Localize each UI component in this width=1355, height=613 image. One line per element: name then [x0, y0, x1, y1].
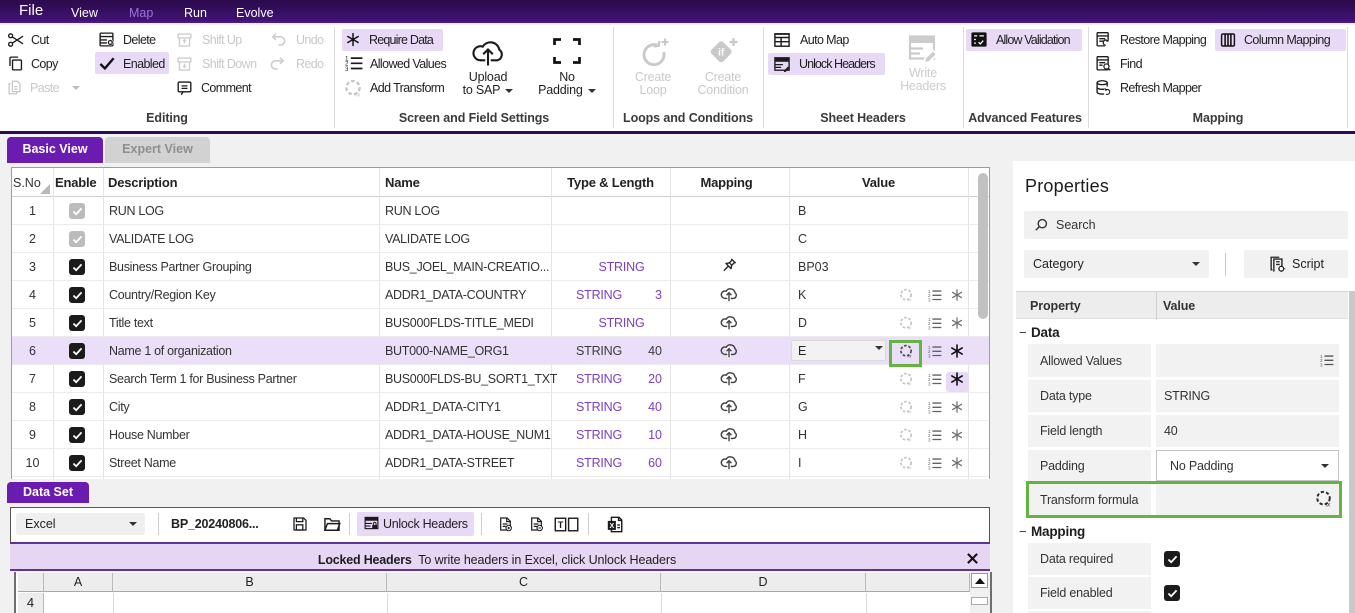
svg-text:2: 2 — [928, 405, 931, 410]
svg-text:3: 3 — [928, 437, 931, 442]
svg-text:3: 3 — [928, 353, 931, 358]
svg-text:3: 3 — [928, 381, 931, 386]
svg-text:2: 2 — [1320, 358, 1323, 363]
svg-text:3: 3 — [928, 465, 931, 470]
svg-text:fx: fx — [907, 297, 911, 303]
svg-text:2: 2 — [928, 433, 931, 438]
svg-text:1: 1 — [928, 289, 931, 294]
svg-text:1: 1 — [345, 56, 349, 63]
svg-text:1: 1 — [1320, 354, 1323, 359]
svg-text:fx: fx — [355, 91, 361, 98]
svg-text:1: 1 — [928, 373, 931, 378]
svg-text:fx: fx — [907, 381, 911, 387]
svg-text:2: 2 — [345, 61, 349, 68]
svg-text:3: 3 — [1320, 362, 1323, 367]
svg-text:1: 1 — [928, 401, 931, 406]
svg-text:fx: fx — [907, 353, 911, 359]
svg-text:fx: fx — [907, 437, 911, 443]
svg-text:1: 1 — [928, 457, 931, 462]
svg-text:2: 2 — [928, 377, 931, 382]
svg-text:fx: fx — [907, 325, 911, 331]
svg-text:fx: fx — [907, 465, 911, 471]
svg-text:3: 3 — [345, 66, 349, 72]
svg-text:fx: fx — [907, 409, 911, 415]
svg-text:2: 2 — [928, 461, 931, 466]
svg-text:3: 3 — [928, 297, 931, 302]
svg-text:1: 1 — [928, 429, 931, 434]
svg-text:if: if — [718, 48, 725, 59]
svg-text:X: X — [609, 521, 614, 530]
svg-text:3: 3 — [928, 325, 931, 330]
svg-text:2: 2 — [928, 321, 931, 326]
svg-text:1: 1 — [928, 317, 931, 322]
svg-text:3: 3 — [928, 409, 931, 414]
svg-text:fx: fx — [1326, 502, 1332, 508]
svg-text:1: 1 — [928, 345, 931, 350]
svg-text:2: 2 — [928, 293, 931, 298]
svg-text:T: T — [558, 520, 564, 530]
svg-text:2: 2 — [928, 349, 931, 354]
